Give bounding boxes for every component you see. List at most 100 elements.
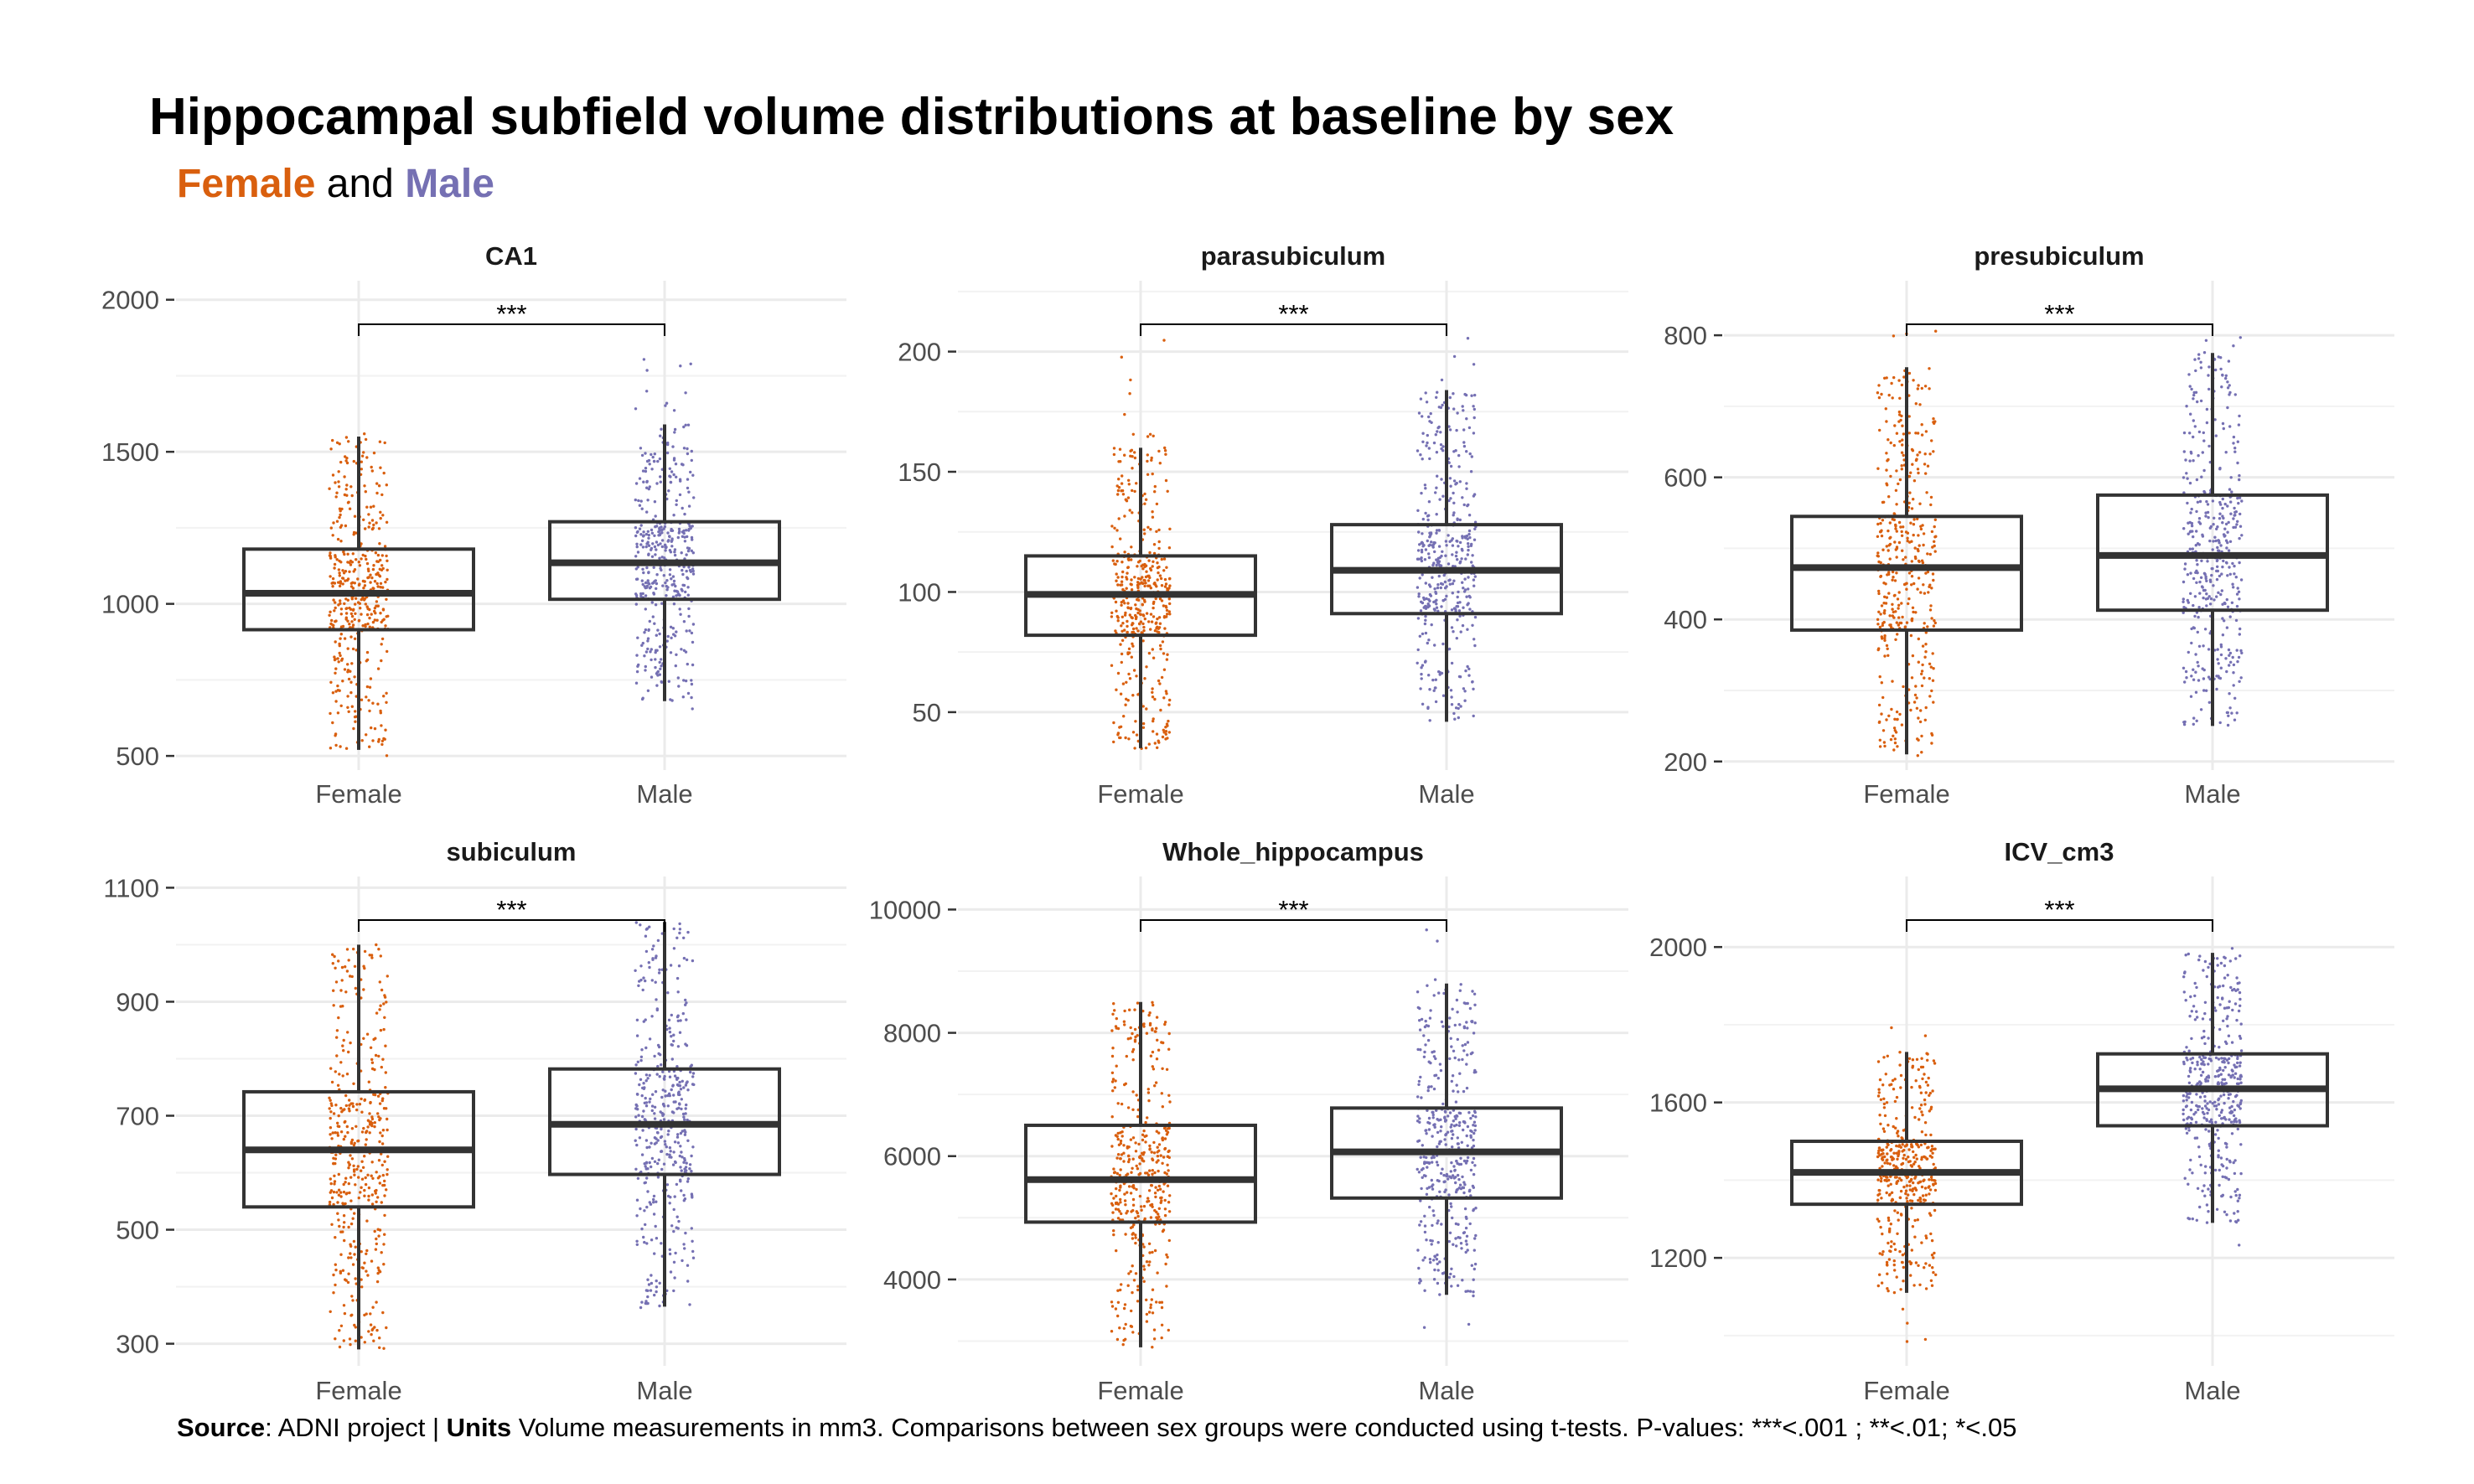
data-point xyxy=(1465,417,1468,421)
data-point xyxy=(1121,622,1125,625)
data-point xyxy=(667,539,670,542)
data-point xyxy=(1126,619,1129,623)
data-point xyxy=(370,469,374,473)
data-point xyxy=(1416,1167,1419,1171)
data-point xyxy=(680,1107,683,1111)
data-point xyxy=(2184,458,2187,462)
data-point xyxy=(1123,514,1126,518)
data-point xyxy=(2235,711,2239,715)
data-point xyxy=(2182,450,2186,453)
data-point xyxy=(330,1223,334,1227)
data-point xyxy=(344,618,348,621)
data-point xyxy=(685,569,688,573)
data-point xyxy=(336,1131,339,1135)
data-point xyxy=(1918,720,1923,724)
data-point xyxy=(1926,552,1929,556)
data-point xyxy=(658,527,661,530)
data-point xyxy=(1167,1127,1170,1130)
data-point xyxy=(1141,721,1146,726)
data-point xyxy=(656,1131,660,1135)
data-point xyxy=(1915,1157,1918,1161)
data-point xyxy=(635,670,639,674)
data-point xyxy=(1146,579,1151,582)
data-point xyxy=(1469,1194,1472,1197)
data-point xyxy=(1885,1101,1889,1104)
data-point xyxy=(1895,1144,1898,1148)
data-point xyxy=(338,1345,342,1349)
data-point xyxy=(375,1188,378,1192)
data-point xyxy=(1466,1026,1469,1030)
data-point xyxy=(650,1281,654,1285)
data-point xyxy=(331,1131,334,1135)
data-point xyxy=(1432,1123,1436,1127)
data-point xyxy=(1115,1064,1118,1068)
data-point xyxy=(644,628,648,632)
data-point xyxy=(1901,1253,1905,1257)
data-point xyxy=(1157,449,1161,453)
data-point xyxy=(1167,719,1170,723)
data-point xyxy=(2213,1133,2218,1136)
data-point xyxy=(691,538,694,541)
data-point xyxy=(1161,640,1165,644)
data-point xyxy=(1433,587,1436,591)
data-point xyxy=(1433,550,1436,554)
data-point xyxy=(2185,1095,2188,1099)
data-point xyxy=(1880,1281,1884,1285)
data-point xyxy=(688,629,691,633)
data-point xyxy=(2221,373,2224,377)
data-point xyxy=(1460,1140,1464,1145)
data-point xyxy=(1436,1222,1439,1225)
data-point xyxy=(1914,402,1918,406)
data-point xyxy=(2223,964,2227,968)
data-point xyxy=(1877,1091,1881,1094)
data-point xyxy=(1155,1300,1158,1304)
data-point xyxy=(1438,498,1441,501)
data-point xyxy=(1469,470,1473,473)
data-point xyxy=(2204,511,2207,514)
data-point xyxy=(1167,610,1172,613)
data-point xyxy=(1439,431,1442,434)
data-point xyxy=(670,537,674,540)
data-point xyxy=(1884,1178,1888,1182)
data-point xyxy=(671,1163,675,1166)
data-point xyxy=(1887,1193,1892,1197)
data-point xyxy=(2226,530,2229,534)
data-point xyxy=(670,1088,673,1092)
data-point xyxy=(334,495,338,499)
data-point xyxy=(1160,675,1164,680)
data-point xyxy=(1887,1289,1890,1293)
data-point xyxy=(647,536,650,540)
data-point xyxy=(1448,477,1452,480)
data-point xyxy=(355,1108,359,1112)
data-point xyxy=(2195,530,2198,533)
data-point xyxy=(680,1098,683,1101)
data-point xyxy=(336,537,340,541)
data-point xyxy=(1134,613,1137,618)
data-point xyxy=(1448,1231,1452,1235)
data-point xyxy=(2220,385,2223,389)
data-point xyxy=(1416,1114,1420,1118)
data-point xyxy=(1162,1190,1165,1193)
data-point xyxy=(1163,577,1167,582)
data-point xyxy=(2197,606,2201,609)
data-point xyxy=(2238,473,2241,478)
data-point xyxy=(1431,563,1435,567)
data-point xyxy=(2182,666,2186,670)
data-point xyxy=(350,494,354,498)
data-point xyxy=(331,585,334,588)
data-point xyxy=(1929,495,1933,499)
data-point xyxy=(2219,653,2223,657)
data-point xyxy=(1441,494,1445,498)
data-point xyxy=(1898,1249,1902,1254)
data-point xyxy=(1465,1234,1469,1238)
data-point xyxy=(371,739,375,742)
data-point xyxy=(686,576,689,579)
data-point xyxy=(678,1080,681,1084)
data-point xyxy=(651,582,655,585)
data-point xyxy=(1910,617,1914,621)
data-point xyxy=(363,1194,366,1197)
data-point xyxy=(1888,623,1892,627)
data-point xyxy=(2223,502,2227,506)
data-point xyxy=(337,1193,341,1197)
data-point xyxy=(1121,561,1124,564)
